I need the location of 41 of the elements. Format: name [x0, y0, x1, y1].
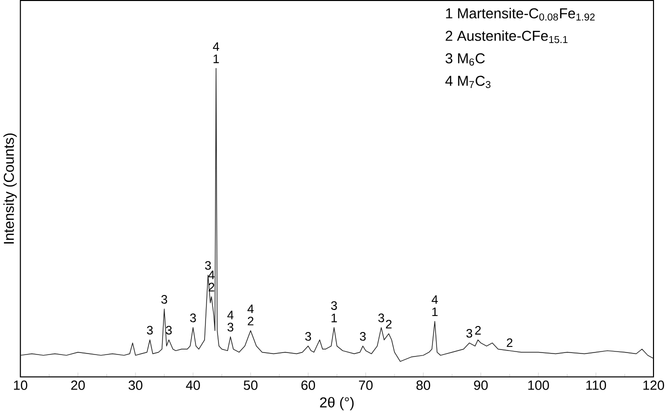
- annotation: 2: [506, 338, 512, 348]
- x-axis-title: 2θ (°): [320, 397, 354, 410]
- x-tick-label: 70: [359, 380, 373, 390]
- text: 2 Austenite-CFe$_{15.1}$: [446, 30, 568, 44]
- x-tick-label: 40: [186, 380, 200, 390]
- annotation: 4: [227, 310, 234, 320]
- annotation: 3: [305, 332, 312, 341]
- annotation: 4: [432, 295, 438, 304]
- annotation: 1: [332, 314, 337, 322]
- x-tick-label: 50: [244, 380, 258, 390]
- x-tick-label: 90: [474, 380, 488, 390]
- y-axis-title: Intensity (Counts): [3, 134, 17, 244]
- annotation: 3: [360, 332, 366, 341]
- annotation: 3: [161, 295, 168, 304]
- annotation: 3: [190, 314, 196, 322]
- annotation: 3: [228, 322, 234, 332]
- annotation: 3: [331, 301, 337, 310]
- x-tick-label: 20: [71, 380, 85, 390]
- annotation: 4: [247, 304, 254, 314]
- annotation: 4 M$_{7}$C$_{3}$: [445, 76, 490, 88]
- x-tick-label: 100: [528, 380, 549, 390]
- text: 1 Martensite-C$_{0.08}$Fe$_{1.92}$: [446, 8, 595, 21]
- x-tick-label: 110: [586, 380, 606, 390]
- annotation: 3: [205, 261, 211, 270]
- annotation: 2: [475, 326, 481, 335]
- annotation: 3: [466, 329, 472, 338]
- text: 3 M$_{6}$C: [446, 53, 485, 66]
- annotation: 1: [214, 54, 219, 64]
- x-tick-label: 60: [301, 380, 316, 390]
- x-tick-label: 120: [643, 380, 664, 390]
- annotation: 3: [166, 326, 172, 335]
- annotation: 3: [378, 314, 384, 322]
- annotation: 1: [432, 308, 438, 316]
- x-tick-label: 30: [128, 380, 142, 390]
- annotation: 3: [146, 326, 153, 335]
- annotation: 2: [248, 316, 254, 326]
- annotation: 4: [208, 270, 215, 280]
- annotation: 2: [386, 320, 392, 329]
- annotation: 4: [212, 42, 220, 51]
- x-tick-label: 10: [14, 380, 28, 390]
- x-tick-label: 80: [416, 380, 430, 390]
